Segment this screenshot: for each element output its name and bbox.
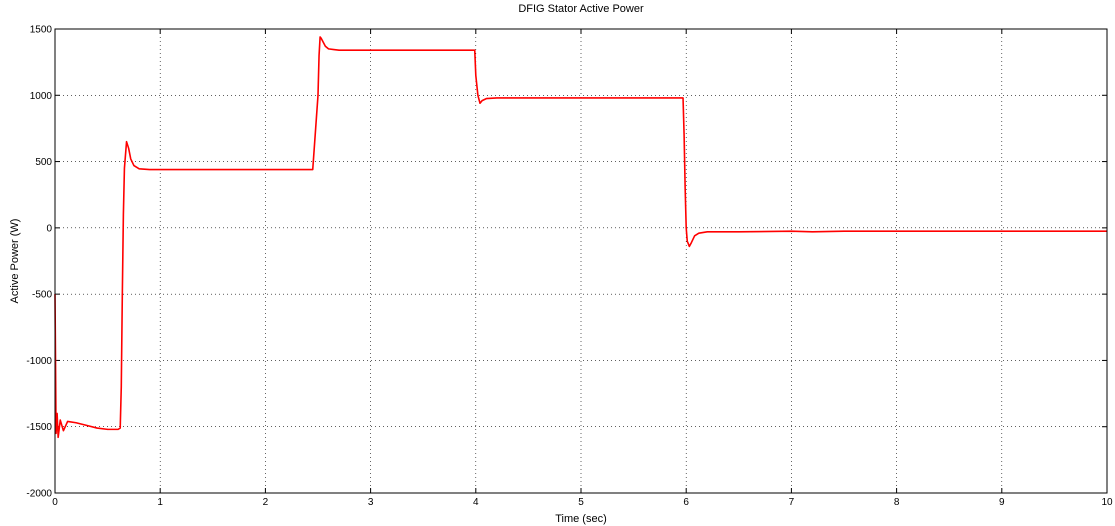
axis-ticks: 0 1 2 3 4 5 6 7 8 9 10 -2000 -1500 -1000 -500 0 500 1000 1… bbox=[26, 25, 1113, 509]
x-tick-label: 9 bbox=[999, 497, 1005, 508]
series-line-0 bbox=[54, 36, 1107, 439]
grid-lines bbox=[55, 29, 1107, 493]
y-tick-label: 1500 bbox=[30, 25, 53, 36]
x-tick-label: 5 bbox=[578, 497, 584, 508]
y-axis-label: Active Power (W) bbox=[9, 219, 21, 304]
x-tick-label: 1 bbox=[157, 497, 163, 508]
x-axis-label: Time (sec) bbox=[555, 513, 607, 525]
y-tick-label: -2000 bbox=[26, 489, 52, 500]
y-tick-label: 0 bbox=[46, 223, 52, 234]
x-tick-label: 4 bbox=[473, 497, 479, 508]
x-tick-label: 0 bbox=[52, 497, 58, 508]
x-tick-label: 2 bbox=[263, 497, 269, 508]
x-tick-label: 6 bbox=[683, 497, 689, 508]
y-tick-label: -1000 bbox=[26, 356, 52, 367]
y-tick-label: -500 bbox=[32, 290, 52, 301]
y-tick-label: -1500 bbox=[26, 422, 52, 433]
plot-area-frame bbox=[54, 28, 1108, 494]
x-tick-label: 8 bbox=[894, 497, 900, 508]
x-tick-label: 3 bbox=[368, 497, 374, 508]
y-tick-label: 500 bbox=[35, 157, 52, 168]
chart-title: DFIG Stator Active Power bbox=[518, 3, 644, 15]
x-tick-label: 10 bbox=[1101, 497, 1113, 508]
x-tick-label: 7 bbox=[789, 497, 795, 508]
plot-series-group bbox=[54, 36, 1107, 439]
y-tick-label: 1000 bbox=[30, 91, 53, 102]
